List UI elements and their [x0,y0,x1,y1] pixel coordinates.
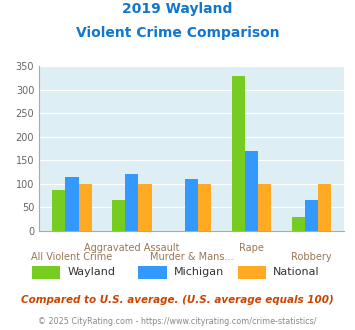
Text: Aggravated Assault: Aggravated Assault [84,243,180,252]
Bar [138,184,152,231]
Bar [198,184,212,231]
Text: Murder & Mans...: Murder & Mans... [150,252,234,262]
Bar [305,200,318,231]
Bar [292,217,305,231]
Text: Rape: Rape [239,243,264,252]
Text: 2019 Wayland: 2019 Wayland [122,2,233,16]
Bar [52,190,65,231]
Bar [232,76,245,231]
Bar [318,184,331,231]
Text: Robbery: Robbery [291,252,332,262]
Text: All Violent Crime: All Violent Crime [31,252,113,262]
Bar [78,184,92,231]
Bar [125,175,138,231]
Bar [65,177,78,231]
Bar [258,184,271,231]
Text: Michigan: Michigan [174,267,224,277]
Bar [112,200,125,231]
Text: © 2025 CityRating.com - https://www.cityrating.com/crime-statistics/: © 2025 CityRating.com - https://www.city… [38,317,317,326]
Bar [185,179,198,231]
Text: National: National [273,267,320,277]
Bar [245,151,258,231]
Text: Wayland: Wayland [67,267,115,277]
Text: Violent Crime Comparison: Violent Crime Comparison [76,26,279,40]
Text: Compared to U.S. average. (U.S. average equals 100): Compared to U.S. average. (U.S. average … [21,295,334,305]
